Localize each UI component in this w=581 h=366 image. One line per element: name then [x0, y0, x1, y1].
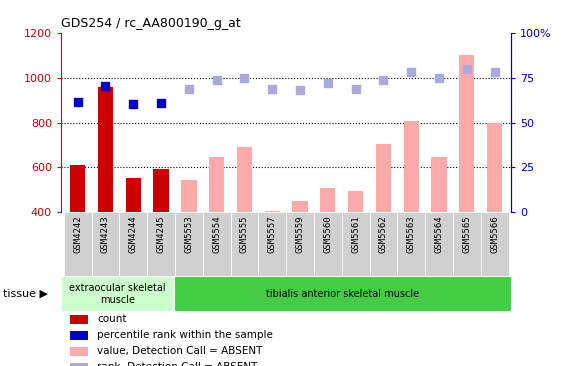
Bar [70, 363, 88, 366]
Text: GSM5563: GSM5563 [407, 216, 416, 253]
Bar [397, 212, 425, 276]
Bar [348, 191, 363, 212]
Point [435, 75, 444, 81]
Text: GSM5564: GSM5564 [435, 216, 443, 253]
Bar [453, 212, 480, 276]
Text: GSM4245: GSM4245 [156, 216, 166, 253]
Text: GSM4243: GSM4243 [101, 216, 110, 253]
Text: GSM5553: GSM5553 [184, 216, 193, 253]
Text: GSM5561: GSM5561 [351, 216, 360, 253]
Point [379, 76, 388, 82]
Text: GSM5562: GSM5562 [379, 216, 388, 253]
Text: extraocular skeletal
muscle: extraocular skeletal muscle [69, 283, 166, 305]
Bar [98, 87, 113, 212]
Bar [480, 212, 508, 276]
Text: GSM5555: GSM5555 [240, 216, 249, 253]
Text: GSM5559: GSM5559 [296, 216, 304, 253]
Point [268, 86, 277, 92]
Bar [320, 188, 335, 212]
Bar [70, 347, 88, 356]
Point [462, 66, 471, 72]
Text: value, Detection Call = ABSENT: value, Detection Call = ABSENT [97, 346, 263, 356]
Bar [431, 157, 447, 212]
Text: GSM4244: GSM4244 [129, 216, 138, 253]
Text: tibialis anterior skeletal muscle: tibialis anterior skeletal muscle [266, 289, 419, 299]
Text: GSM4242: GSM4242 [73, 216, 82, 253]
Point [212, 76, 221, 82]
Text: percentile rank within the sample: percentile rank within the sample [97, 330, 273, 340]
Text: rank, Detection Call = ABSENT: rank, Detection Call = ABSENT [97, 362, 257, 366]
Bar [459, 55, 475, 212]
Text: GDS254 / rc_AA800190_g_at: GDS254 / rc_AA800190_g_at [61, 17, 241, 30]
Bar [425, 212, 453, 276]
Point [240, 75, 249, 81]
Bar [237, 147, 252, 212]
Bar [147, 212, 175, 276]
Text: GSM5566: GSM5566 [490, 216, 499, 253]
Text: GSM5565: GSM5565 [462, 216, 471, 253]
Bar [209, 157, 224, 212]
Text: GSM5560: GSM5560 [324, 216, 332, 253]
Bar [286, 212, 314, 276]
Point [128, 101, 138, 107]
Point [323, 80, 332, 86]
Bar [61, 276, 174, 311]
Bar [231, 212, 259, 276]
Bar [314, 212, 342, 276]
Bar [404, 122, 419, 212]
Text: tissue ▶: tissue ▶ [3, 289, 48, 299]
Point [351, 86, 360, 92]
Bar [64, 212, 92, 276]
Bar [92, 212, 119, 276]
Bar [376, 144, 391, 212]
Bar [370, 212, 397, 276]
Bar [70, 331, 88, 340]
Bar [292, 201, 308, 212]
Bar [119, 212, 147, 276]
Bar [342, 212, 370, 276]
Bar [203, 212, 231, 276]
Point [156, 100, 166, 106]
Bar [181, 180, 196, 212]
Bar [175, 212, 203, 276]
Text: count: count [97, 314, 127, 324]
Point [407, 70, 416, 75]
Point [490, 70, 499, 75]
Point [101, 83, 110, 89]
Bar [259, 212, 286, 276]
Point [73, 100, 83, 105]
Bar [264, 211, 280, 212]
Bar [153, 169, 168, 212]
Text: GSM5554: GSM5554 [212, 216, 221, 253]
Bar [70, 315, 88, 324]
Bar [487, 123, 502, 212]
Point [295, 87, 304, 93]
Bar [174, 276, 511, 311]
Bar [70, 165, 85, 212]
Bar [125, 178, 141, 212]
Text: GSM5557: GSM5557 [268, 216, 277, 253]
Point [184, 86, 193, 92]
